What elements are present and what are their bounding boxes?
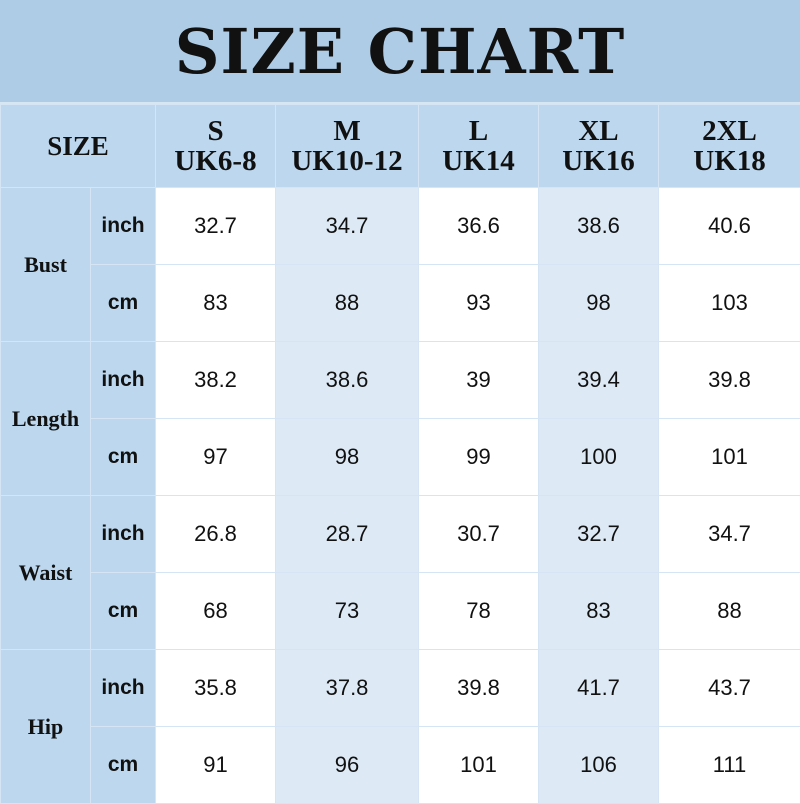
size-label: L <box>419 116 538 146</box>
value-cell: 88 <box>659 573 800 650</box>
value-cell: 39 <box>419 342 539 419</box>
value-cell: 68 <box>156 573 276 650</box>
value-cell: 78 <box>419 573 539 650</box>
measurement-label: Bust <box>1 188 91 342</box>
unit-label: inch <box>91 342 156 419</box>
value-cell: 39.8 <box>659 342 800 419</box>
value-cell: 91 <box>156 727 276 804</box>
unit-label: cm <box>91 419 156 496</box>
size-label: 2XL <box>659 116 800 146</box>
value-cell: 93 <box>419 265 539 342</box>
value-cell: 37.8 <box>276 650 419 727</box>
value-cell: 41.7 <box>539 650 659 727</box>
value-cell: 106 <box>539 727 659 804</box>
measurement-label: Waist <box>1 496 91 650</box>
uk-size-label: UK14 <box>419 146 538 176</box>
value-cell: 43.7 <box>659 650 800 727</box>
value-cell: 73 <box>276 573 419 650</box>
value-cell: 30.7 <box>419 496 539 573</box>
size-label: XL <box>539 116 658 146</box>
value-cell: 40.6 <box>659 188 800 265</box>
value-cell: 32.7 <box>156 188 276 265</box>
value-cell: 101 <box>659 419 800 496</box>
value-cell: 103 <box>659 265 800 342</box>
uk-size-label: UK10-12 <box>276 146 418 176</box>
unit-label: inch <box>91 650 156 727</box>
value-cell: 38.6 <box>276 342 419 419</box>
value-cell: 35.8 <box>156 650 276 727</box>
unit-label: inch <box>91 496 156 573</box>
value-cell: 28.7 <box>276 496 419 573</box>
unit-label: cm <box>91 727 156 804</box>
value-cell: 34.7 <box>276 188 419 265</box>
value-cell: 97 <box>156 419 276 496</box>
size-label: M <box>276 116 418 146</box>
value-cell: 38.6 <box>539 188 659 265</box>
value-cell: 39.8 <box>419 650 539 727</box>
value-cell: 98 <box>276 419 419 496</box>
uk-size-label: UK6-8 <box>156 146 275 176</box>
unit-label: cm <box>91 265 156 342</box>
value-cell: 96 <box>276 727 419 804</box>
measurement-label: Hip <box>1 650 91 804</box>
value-cell: 98 <box>539 265 659 342</box>
value-cell: 34.7 <box>659 496 800 573</box>
value-cell: 83 <box>539 573 659 650</box>
value-cell: 101 <box>419 727 539 804</box>
value-cell: 88 <box>276 265 419 342</box>
chart-title: SIZE CHART <box>0 0 800 104</box>
value-cell: 39.4 <box>539 342 659 419</box>
uk-size-label: UK18 <box>659 146 800 176</box>
measurement-label: Length <box>1 342 91 496</box>
value-cell: 32.7 <box>539 496 659 573</box>
size-label: S <box>156 116 275 146</box>
unit-label: inch <box>91 188 156 265</box>
value-cell: 100 <box>539 419 659 496</box>
size-header: SIZE <box>1 105 156 188</box>
unit-label: cm <box>91 573 156 650</box>
value-cell: 83 <box>156 265 276 342</box>
value-cell: 26.8 <box>156 496 276 573</box>
value-cell: 38.2 <box>156 342 276 419</box>
value-cell: 99 <box>419 419 539 496</box>
value-cell: 36.6 <box>419 188 539 265</box>
uk-size-label: UK16 <box>539 146 658 176</box>
value-cell: 111 <box>659 727 800 804</box>
